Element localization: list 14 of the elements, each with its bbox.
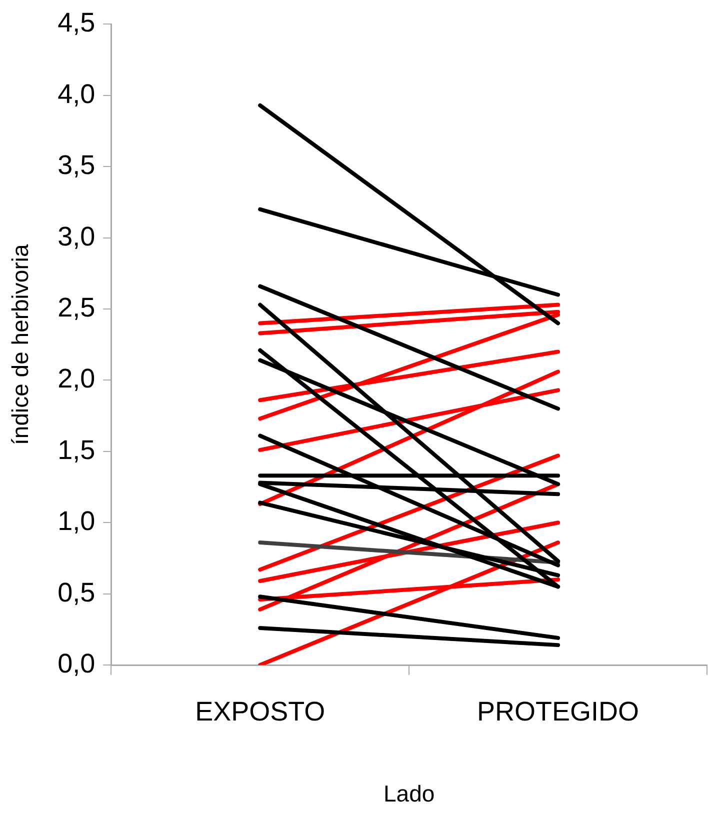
y-tick-label: 0,0: [58, 648, 96, 678]
y-tick-label: 3,0: [58, 221, 96, 252]
y-axis-title: índice de herbivoria: [7, 244, 34, 445]
y-tick-label: 4,0: [58, 78, 96, 109]
x-tick-label: PROTEGIDO: [477, 696, 640, 727]
y-tick-label: 2,0: [58, 364, 96, 394]
y-tick-label: 1,0: [58, 506, 96, 536]
y-tick-label: 1,5: [58, 434, 96, 465]
y-tick-label: 0,5: [58, 577, 96, 608]
y-tick-label: 2,5: [58, 292, 96, 322]
x-axis-title: Lado: [383, 780, 435, 807]
x-tick-label: EXPOSTO: [195, 696, 326, 727]
y-tick-label: 3,5: [58, 150, 96, 180]
y-tick-label: 4,5: [58, 8, 96, 38]
